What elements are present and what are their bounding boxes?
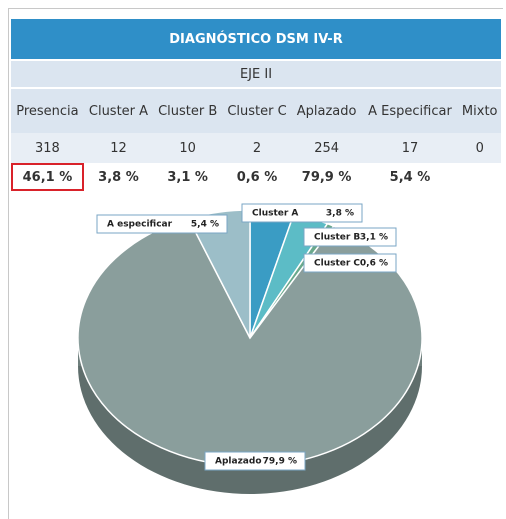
count-cell: 12 bbox=[83, 133, 154, 163]
table-title: DIAGNÓSTICO DSM IV-R bbox=[11, 19, 501, 61]
slice-value-label: 79,9 % bbox=[263, 457, 297, 467]
percent-cell: 5,4 % bbox=[389, 169, 431, 185]
slice-value-label: 5,4 % bbox=[191, 220, 219, 230]
count-cell: 17 bbox=[361, 133, 459, 163]
count-cell: 254 bbox=[291, 133, 362, 163]
header-row: Presencia Cluster A Cluster B Cluster C Apla… bbox=[11, 88, 501, 133]
slice-label: Cluster A bbox=[252, 209, 298, 219]
count-cell: 10 bbox=[153, 133, 223, 163]
header-cell: A Especificar bbox=[361, 88, 459, 133]
count-row: 318 12 10 2 254 17 0 bbox=[11, 133, 501, 163]
table-subtitle: EJE II bbox=[11, 60, 501, 89]
percent-cell: 3,1 % bbox=[167, 169, 208, 185]
percent-cell: 46,1 % bbox=[11, 163, 84, 191]
header-cell: Aplazado bbox=[291, 88, 362, 133]
slice-value-label: 3,1 % bbox=[360, 233, 388, 243]
slice-value-label: 0,6 % bbox=[360, 259, 388, 269]
slice-label: A especificar bbox=[107, 220, 173, 230]
label-box bbox=[96, 214, 228, 234]
slice-label: Cluster C bbox=[314, 259, 360, 269]
header-cell: Presencia bbox=[11, 88, 84, 133]
percent-cell: 0,6 % bbox=[236, 169, 278, 185]
subtitle-row: EJE II bbox=[11, 60, 501, 89]
label-box bbox=[303, 253, 397, 273]
header-cell: Cluster C bbox=[222, 88, 292, 133]
label-box bbox=[204, 451, 306, 471]
frame: DIAGNÓSTICO DSM IV-R EJE II Presencia Clu… bbox=[8, 8, 503, 519]
percent-cell: 79,9 % bbox=[301, 169, 352, 185]
percent-cell: 3,8 % bbox=[98, 169, 139, 185]
header-cell: Cluster A bbox=[83, 88, 154, 133]
count-cell: 0 bbox=[458, 133, 501, 163]
table: DIAGNÓSTICO DSM IV-R EJE II Presencia Clu… bbox=[11, 19, 501, 191]
count-cell: 318 bbox=[11, 133, 84, 163]
slice-value-label: 3,8 % bbox=[326, 209, 354, 219]
slice-label: Aplazado bbox=[215, 457, 262, 467]
header-cell: Cluster B bbox=[153, 88, 223, 133]
percent-row: 46,1 % 3,8 % 3,1 % 0,6 % 79,9 % 5,4 % bbox=[11, 163, 501, 191]
count-cell: 2 bbox=[222, 133, 292, 163]
label-box bbox=[241, 203, 363, 223]
title-row: DIAGNÓSTICO DSM IV-R bbox=[11, 19, 501, 61]
label-box bbox=[303, 227, 397, 247]
header-cell: Mixto bbox=[458, 88, 501, 133]
slice-label: Cluster B bbox=[314, 233, 360, 243]
